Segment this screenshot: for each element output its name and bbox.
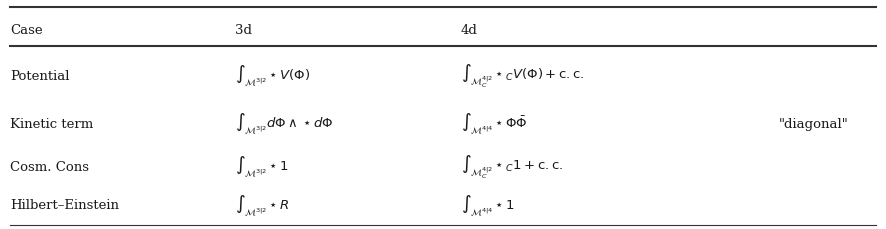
Text: $\int_{\mathcal{M}_C^{4|2}} \star_C V(\Phi) + \mathrm{c.c.}$: $\int_{\mathcal{M}_C^{4|2}} \star_C V(\P… [461,63,585,90]
Text: Potential: Potential [11,70,70,82]
Text: $\int_{\mathcal{M}_C^{4|2}} \star_C 1 + \mathrm{c.c.}$: $\int_{\mathcal{M}_C^{4|2}} \star_C 1 + … [461,153,563,180]
Text: Kinetic term: Kinetic term [11,117,93,130]
Text: "diagonal": "diagonal" [779,117,849,130]
Text: $\int_{\mathcal{M}^{4|4}} \star 1$: $\int_{\mathcal{M}^{4|4}} \star 1$ [461,192,515,218]
Text: 3d: 3d [236,24,253,37]
Text: $\int_{\mathcal{M}^{3|2}} \star V(\Phi)$: $\int_{\mathcal{M}^{3|2}} \star V(\Phi)$ [236,63,311,89]
Text: 4d: 4d [461,24,478,37]
Text: $\int_{\mathcal{M}^{3|2}} d\Phi \wedge \star d\Phi$: $\int_{\mathcal{M}^{3|2}} d\Phi \wedge \… [236,111,334,136]
Text: $\int_{\mathcal{M}^{4|4}} \star \Phi\bar{\Phi}$: $\int_{\mathcal{M}^{4|4}} \star \Phi\bar… [461,111,527,136]
Text: Cosm. Cons: Cosm. Cons [11,160,89,173]
Text: Case: Case [11,24,43,37]
Text: $\int_{\mathcal{M}^{3|2}} \star 1$: $\int_{\mathcal{M}^{3|2}} \star 1$ [236,154,289,179]
Text: $\int_{\mathcal{M}^{3|2}} \star R$: $\int_{\mathcal{M}^{3|2}} \star R$ [236,192,290,218]
Text: Hilbert–Einstein: Hilbert–Einstein [11,199,120,211]
